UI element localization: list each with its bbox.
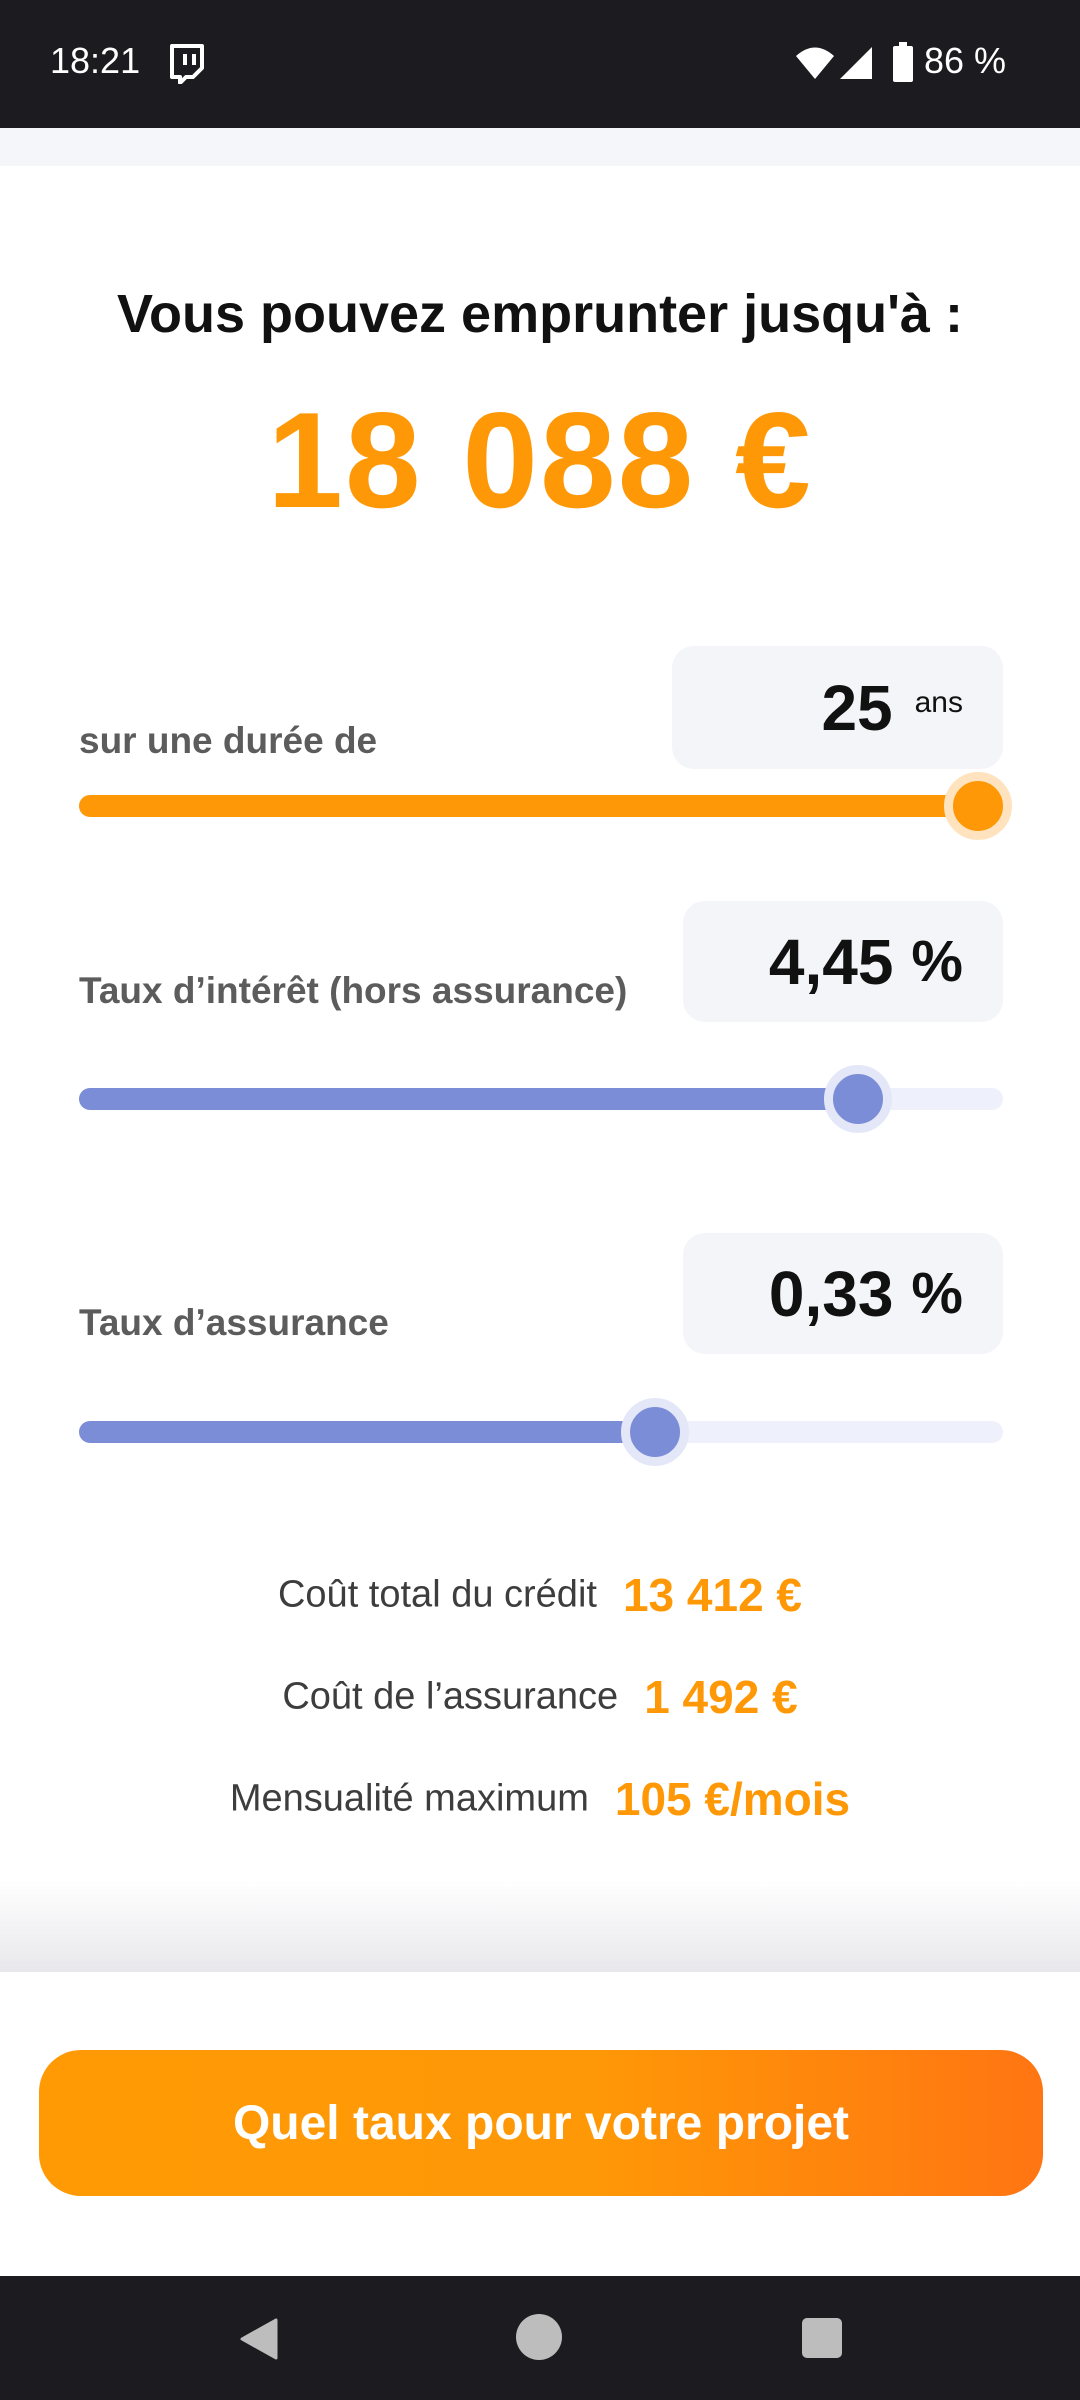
insurance-rate-slider-thumb[interactable] bbox=[620, 1398, 689, 1466]
monthly-payment-value: 105 €/mois bbox=[614, 1773, 851, 1825]
duration-label: sur une durée de bbox=[79, 720, 378, 761]
monthly-payment-row: Mensualité maximum 105 €/mois bbox=[0, 1772, 1080, 1826]
total-cost-row: Coût total du crédit 13 412 € bbox=[0, 1568, 1080, 1622]
wifi-icon bbox=[796, 47, 834, 79]
duration-slider-track[interactable] bbox=[79, 795, 1003, 817]
insurance-cost-row: Coût de l’assurance 1 492 € bbox=[0, 1670, 1080, 1724]
interest-rate-slider-fill bbox=[79, 1088, 883, 1110]
rate-project-button[interactable]: Quel taux pour votre projet bbox=[39, 2050, 1043, 2196]
total-cost-value: 13 412 € bbox=[622, 1569, 803, 1621]
duration-unit: ans bbox=[914, 686, 963, 719]
borrow-amount: 18 088 € bbox=[267, 384, 813, 536]
home-icon[interactable] bbox=[516, 2314, 562, 2360]
interest-rate-value: 4,45 bbox=[768, 925, 894, 998]
insurance-rate-label: Taux d’assurance bbox=[79, 1302, 389, 1343]
insurance-rate-value-field[interactable]: 0,33 % bbox=[683, 1233, 1003, 1354]
interest-rate-slider-track[interactable] bbox=[79, 1088, 1003, 1110]
duration-slider-fill bbox=[79, 795, 1003, 817]
back-icon[interactable] bbox=[236, 2316, 282, 2362]
insurance-rate-slider-track[interactable] bbox=[79, 1421, 1003, 1443]
status-time: 18:21 bbox=[50, 40, 141, 81]
monthly-payment-label: Mensualité maximum bbox=[229, 1777, 589, 1820]
recent-apps-icon[interactable] bbox=[802, 2318, 842, 2358]
interest-rate-slider-thumb[interactable] bbox=[823, 1065, 892, 1133]
interest-rate-unit: % bbox=[911, 929, 963, 994]
battery-icon bbox=[893, 42, 913, 82]
insurance-cost-label: Coût de l’assurance bbox=[282, 1675, 619, 1718]
insurance-rate-slider-fill bbox=[79, 1421, 680, 1443]
result-headline: Vous pouvez emprunter jusqu'à : bbox=[117, 284, 963, 344]
battery-percentage: 86 % bbox=[924, 40, 1007, 81]
duration-value: 25 bbox=[821, 671, 893, 744]
total-cost-label: Coût total du crédit bbox=[277, 1573, 597, 1616]
insurance-rate-value: 0,33 bbox=[768, 1257, 894, 1330]
header-strip bbox=[0, 128, 1080, 166]
interest-rate-value-field[interactable]: 4,45 % bbox=[683, 901, 1003, 1022]
duration-value-field[interactable]: 25 ans bbox=[672, 646, 1003, 769]
insurance-cost-value: 1 492 € bbox=[644, 1671, 798, 1723]
interest-rate-label: Taux d’intérêt (hors assurance) bbox=[79, 970, 628, 1011]
scroll-shadow bbox=[0, 1880, 1080, 1972]
signal-icon bbox=[840, 47, 872, 79]
insurance-rate-unit: % bbox=[911, 1261, 963, 1326]
status-bar: 18:21 86 % bbox=[0, 0, 1080, 128]
duration-slider-thumb[interactable] bbox=[944, 772, 1012, 840]
twitch-icon bbox=[170, 44, 204, 84]
